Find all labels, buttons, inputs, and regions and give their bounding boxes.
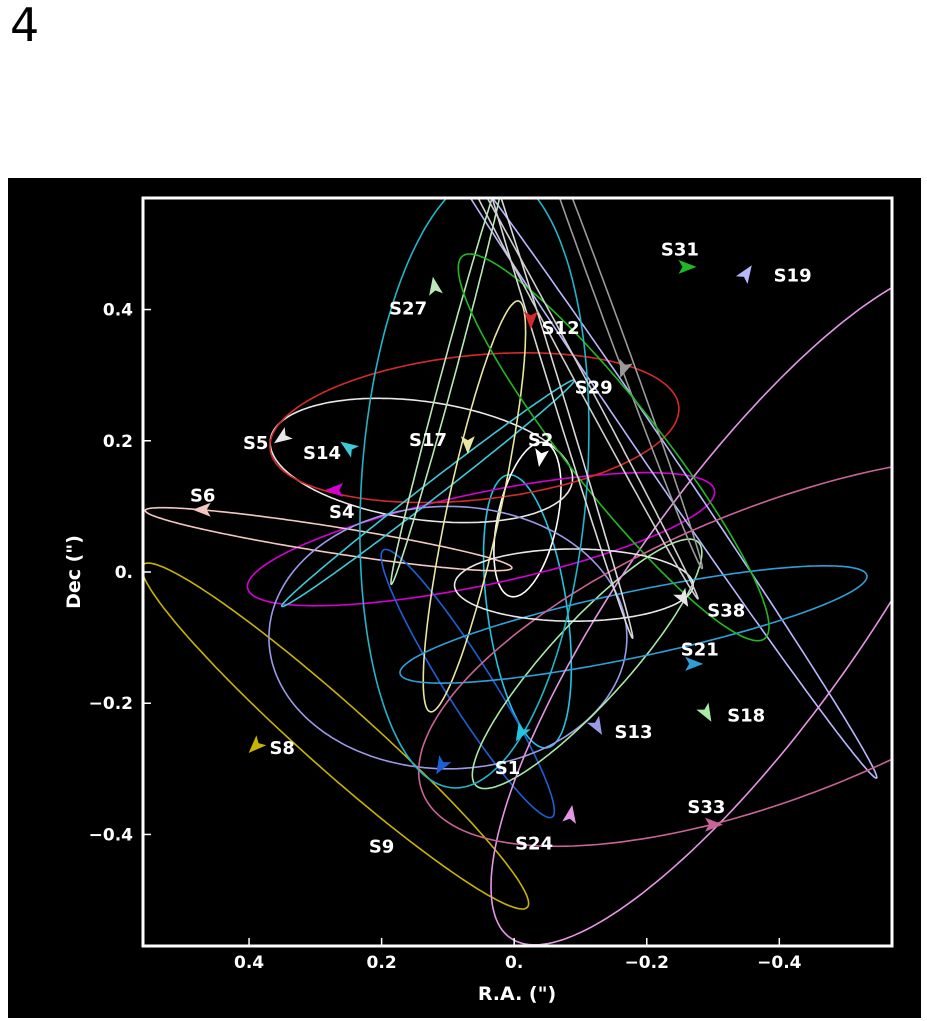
star-label-s17: S17 [409, 430, 447, 451]
direction-arrow-s14 [340, 441, 360, 458]
direction-arrow-s4 [325, 483, 344, 497]
orbit-s14 [280, 379, 576, 608]
x-axis-title: R.A. (") [478, 983, 556, 1005]
direction-arrow-s38 [673, 587, 689, 607]
y-tick-label: −0.2 [89, 694, 133, 714]
star-label-s6: S6 [190, 486, 216, 507]
direction-arrow-s31 [678, 259, 697, 274]
star-label-s8: S8 [269, 738, 295, 759]
orbit-s19 [469, 198, 878, 779]
direction-arrow-s29 [619, 358, 633, 378]
x-tick-label: 0.2 [367, 953, 397, 973]
direction-arrow-s27 [429, 276, 443, 296]
direction-arrow-s19 [735, 265, 752, 285]
star-label-s12: S12 [542, 318, 580, 339]
star-label-s5: S5 [243, 433, 269, 454]
direction-arrow-s18 [696, 702, 712, 722]
page-number: 4 [10, 0, 40, 52]
star-label-s13: S13 [614, 722, 652, 743]
direction-arrow-s12 [523, 311, 538, 330]
orbit-s5 [269, 397, 574, 524]
orbit-s18 [471, 538, 703, 790]
orbit-s12 [269, 352, 680, 504]
star-label-s4: S4 [329, 502, 355, 523]
orbit-s13 [268, 505, 628, 770]
star-label-s31: S31 [661, 240, 699, 261]
star-label-s14: S14 [303, 443, 341, 464]
orbit-s6 [144, 506, 513, 572]
orbit-s31 [457, 253, 770, 642]
y-tick-label: 0.4 [103, 301, 133, 321]
y-tick-label: 0. [115, 563, 133, 583]
direction-arrow-s9 [436, 755, 452, 775]
orbit-unlabeled-20 [359, 198, 590, 789]
orbit-s24 [490, 286, 892, 946]
y-tick-label: 0.2 [103, 432, 133, 452]
orbit-chart: 0.4 0.2 0. −0.2 −0.4 0.4 0.2 0. −0.2 −0.4 S1 S2 S4 S… [8, 178, 921, 1018]
y-axis-title: Dec (") [63, 535, 85, 609]
direction-arrow-s6 [192, 502, 211, 517]
x-tick-label: 0. [505, 953, 523, 973]
star-label-s24: S24 [515, 833, 553, 854]
orbit-s21 [399, 565, 868, 685]
direction-arrow-s13 [586, 715, 602, 735]
x-tick-label: 0.4 [234, 953, 264, 973]
direction-arrow-s17 [460, 436, 475, 455]
orbit-s27 [390, 198, 501, 586]
star-label-s19: S19 [774, 266, 812, 287]
orbit-plot-svg: 0.4 0.2 0. −0.2 −0.4 0.4 0.2 0. −0.2 −0.4 S1 S2 S4 S… [63, 196, 894, 1005]
star-label-s9: S9 [369, 837, 395, 858]
direction-arrow-s1 [515, 722, 531, 742]
star-label-s38: S38 [707, 600, 745, 621]
star-label-s29: S29 [575, 377, 613, 398]
x-tick-label: −0.2 [625, 953, 669, 973]
orbit-s33 [417, 466, 892, 848]
x-tick-label: −0.4 [757, 953, 802, 973]
orbit-s17 [422, 300, 527, 713]
direction-arrow-s33 [705, 817, 723, 832]
orbit-unlabeled-21 [491, 198, 634, 639]
y-tick-label: −0.4 [89, 825, 134, 845]
star-label-s21: S21 [681, 640, 719, 661]
star-label-s27: S27 [389, 299, 427, 320]
direction-arrow-s5 [274, 427, 293, 444]
direction-arrow-s8 [248, 735, 267, 753]
star-label-s2: S2 [528, 430, 554, 451]
direction-arrow-s21 [685, 656, 704, 671]
star-label-s18: S18 [727, 705, 765, 726]
orbit-s9 [380, 548, 556, 819]
orbit-s8 [143, 562, 530, 910]
star-label-s1: S1 [495, 758, 521, 779]
star-label-s33: S33 [687, 797, 725, 818]
direction-arrow-s2 [535, 448, 549, 468]
direction-arrow-s24 [562, 804, 577, 824]
orbit-unlabeled-22 [477, 198, 699, 600]
orbit-s29 [558, 198, 704, 570]
